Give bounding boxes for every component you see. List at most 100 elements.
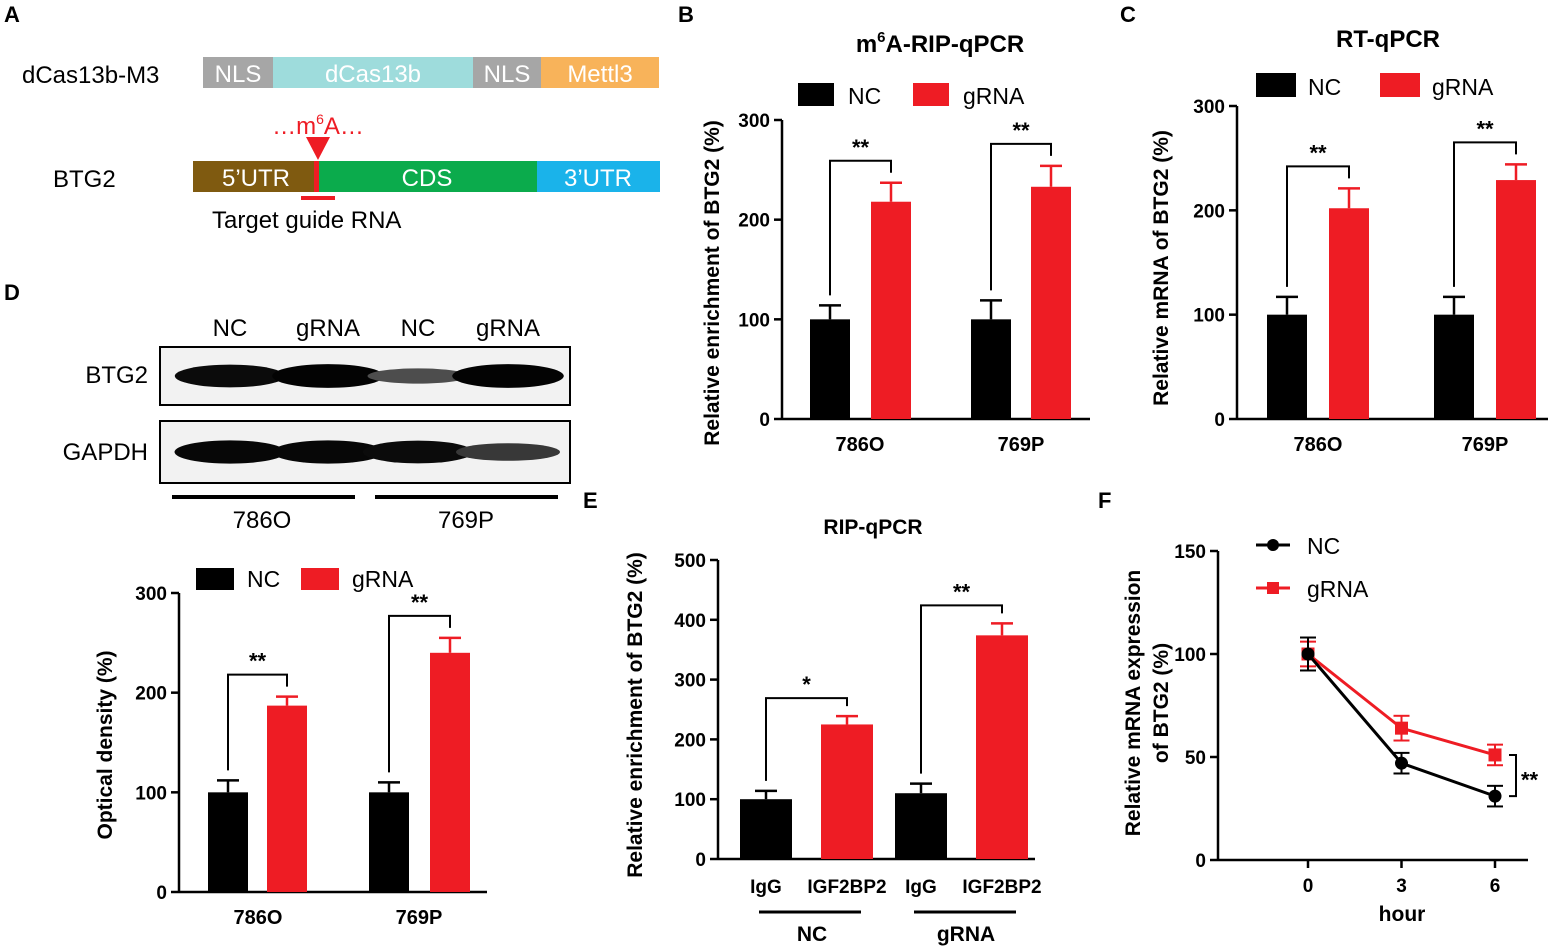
- chart-f-y-tick-label: 50: [1185, 748, 1206, 769]
- chart-f-y-tick-label: 150: [1174, 542, 1206, 563]
- chart-d-bar-nc-769p: [369, 792, 409, 892]
- chart-f: NC gRNA Relative mRNA expression of BTG2…: [1122, 533, 1539, 926]
- chart-b-significance-label: **: [852, 135, 870, 160]
- panel-d-western-blot: NC gRNA NC gRNA BTG2 GAPDH 786O 769P: [63, 315, 571, 534]
- chart-b-significance-bracket: [829, 159, 892, 296]
- chart-d-category-label: 786O: [234, 907, 283, 929]
- chart-f-legend-nc-label: NC: [1307, 533, 1340, 559]
- chart-c-significance-label: **: [1309, 140, 1327, 165]
- chart-c-bar-grna-786o: [1329, 208, 1369, 419]
- chart-f-significance-label: **: [1521, 768, 1539, 793]
- chart-e-title: RIP-qPCR: [823, 516, 922, 539]
- chart-e-y-tick-label: 100: [674, 790, 706, 811]
- chart-c-legend-grna-swatch: [1380, 73, 1420, 97]
- chart-f-point-nc: [1395, 756, 1408, 770]
- chart-b-significance-label: **: [1012, 118, 1030, 143]
- chart-f-y-tick-label: 0: [1195, 851, 1206, 872]
- chart-f-legend-grna-label: gRNA: [1307, 576, 1369, 602]
- chart-f-legend-nc-marker: [1267, 539, 1279, 551]
- construct-nls-2: [473, 57, 541, 88]
- blot-band-btg2-1: [174, 364, 286, 388]
- chart-e-y-tick-label: 400: [674, 611, 706, 632]
- panel-letter-b: B: [678, 2, 694, 27]
- chart-b-legend-grna-swatch: [913, 83, 949, 106]
- chart-f-x-tick-label: 3: [1396, 876, 1407, 897]
- chart-d-y-tick-label: 200: [135, 684, 167, 705]
- chart-f-legend-grna-marker: [1267, 582, 1279, 594]
- construct-nls-2-label: NLS: [484, 61, 531, 88]
- chart-e-y-tick-label: 300: [674, 671, 706, 692]
- panel-a-schematic: dCas13b-M3 NLS dCas13b NLS Mettl3 …m6A… …: [22, 57, 660, 234]
- gene-5utr-label: 5’UTR: [222, 165, 290, 192]
- gene-3utr-label: 3’UTR: [564, 165, 632, 192]
- construct-dcas13b-label: dCas13b: [325, 61, 421, 88]
- gene-label: BTG2: [53, 166, 116, 193]
- chart-d-category-label: 769P: [396, 907, 443, 929]
- construct-nls-1: [203, 57, 273, 88]
- chart-c: RT-qPCR NC gRNA Relative mRNA of BTG2 (%…: [1150, 26, 1548, 456]
- chart-e: RIP-qPCR Relative enrichment of BTG2 (%)…: [624, 516, 1042, 946]
- chart-b-y-tick-label: 200: [738, 211, 770, 232]
- chart-d-ylabel: Optical density (%): [94, 650, 117, 839]
- chart-e-category-label: IGF2BP2: [807, 877, 886, 898]
- chart-b-legend-nc-swatch: [798, 83, 834, 106]
- blot-band-gapdh-1: [174, 440, 286, 464]
- chart-c-y-tick-label: 200: [1193, 201, 1225, 222]
- chart-d-bar-grna-786o: [267, 705, 307, 892]
- chart-c-category-label: 769P: [1462, 434, 1509, 456]
- chart-d-significance-bracket: [227, 673, 288, 771]
- blot-lane-label-1: NC: [213, 315, 248, 342]
- chart-b-legend-grna-label: gRNA: [963, 83, 1025, 109]
- m6a-site-arrow: [306, 137, 330, 160]
- chart-b-ylabel: Relative enrichment of BTG2 (%): [701, 120, 724, 446]
- blot-band-gapdh-4: [456, 443, 560, 461]
- construct-mettl3: [541, 57, 659, 88]
- chart-d-y-tick-label: 0: [156, 883, 167, 904]
- chart-f-ylabel-line2: of BTG2 (%): [1150, 643, 1173, 763]
- chart-f-point-grna: [1395, 721, 1408, 735]
- chart-f-ylabel-line1: Relative mRNA expression: [1122, 570, 1145, 837]
- target-guide-label: Target guide RNA: [212, 207, 401, 234]
- chart-b-bar-grna-769p: [1031, 186, 1071, 419]
- chart-e-category-label: IgG: [750, 877, 782, 898]
- chart-f-point-nc: [1301, 647, 1315, 661]
- chart-e-category-label: IgG: [905, 877, 937, 898]
- chart-e-significance-label: *: [802, 672, 811, 697]
- chart-d-bar-grna-769p: [430, 652, 470, 892]
- chart-f-x-tick-label: 6: [1490, 876, 1501, 897]
- chart-c-significance-label: **: [1476, 116, 1494, 141]
- chart-e-bar-igf2bp2-nc: [821, 724, 873, 859]
- chart-f-y-tick-label: 100: [1174, 645, 1206, 666]
- panel-letter-c: C: [1120, 2, 1136, 27]
- panel-letter-e: E: [583, 488, 598, 513]
- chart-d-legend-nc-label: NC: [247, 566, 280, 592]
- blot-lane-label-4: gRNA: [476, 315, 540, 342]
- chart-c-category-label: 786O: [1294, 434, 1343, 456]
- chart-c-ylabel: Relative mRNA of BTG2 (%): [1150, 130, 1173, 406]
- chart-b: m6A-RIP-qPCR NC gRNA Relative enrichment…: [701, 29, 1090, 456]
- chart-c-significance-bracket: [1286, 165, 1350, 287]
- chart-e-significance-bracket: [765, 697, 848, 781]
- chart-e-group-label-grna: gRNA: [937, 923, 995, 946]
- chart-c-legend-grna-label: gRNA: [1432, 74, 1494, 100]
- chart-d-y-tick-label: 100: [135, 783, 167, 804]
- chart-f-xlabel: hour: [1379, 903, 1426, 926]
- chart-f-point-grna: [1488, 748, 1502, 762]
- blot-group-label-786o: 786O: [233, 507, 292, 534]
- chart-d-legend-grna-label: gRNA: [352, 566, 414, 592]
- chart-c-legend-nc-label: NC: [1308, 74, 1341, 100]
- chart-d-legend-grna-swatch: [301, 568, 339, 590]
- chart-f-point-nc: [1488, 789, 1502, 803]
- chart-c-legend-nc-swatch: [1256, 73, 1296, 97]
- chart-e-y-tick-label: 500: [674, 551, 706, 572]
- blot-band-gapdh-3: [362, 440, 474, 464]
- chart-c-bar-grna-769p: [1496, 180, 1536, 419]
- chart-b-category-label: 769P: [998, 434, 1045, 456]
- gene-cds: [317, 161, 537, 192]
- chart-f-significance-bracket: [1509, 753, 1517, 798]
- chart-b-y-tick-label: 100: [738, 310, 770, 331]
- blot-lane-label-3: NC: [401, 315, 436, 342]
- chart-c-bar-nc-786o: [1267, 314, 1307, 419]
